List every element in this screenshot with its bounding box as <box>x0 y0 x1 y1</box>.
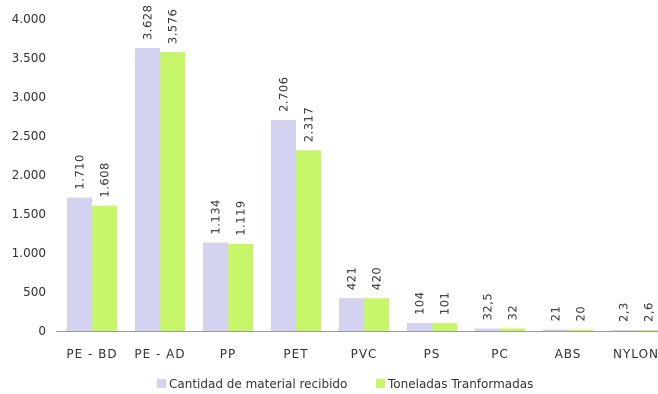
x-tick-label-8: NYLON <box>613 347 658 361</box>
legend-label-0: Cantidad de material recibido <box>169 377 347 391</box>
y-tick-label-0: 0 <box>38 324 46 338</box>
y-tick-label-8: 4.000 <box>12 12 46 26</box>
bar-s0-1 <box>135 48 160 332</box>
data-label-s1-7: 20 <box>574 306 588 322</box>
legend-swatch-1 <box>376 379 385 388</box>
data-label-s1-3: 2.317 <box>302 107 316 142</box>
bar-s0-5 <box>407 322 432 331</box>
data-label-s0-5: 104 <box>413 291 427 314</box>
bar-s1-2 <box>228 243 253 331</box>
y-tick-label-6: 3.000 <box>12 90 46 104</box>
data-label-s1-6: 32 <box>506 305 520 321</box>
data-label-s0-3: 2.706 <box>277 76 291 111</box>
x-tick-label-4: PVC <box>351 347 378 361</box>
data-label-s0-1: 3.628 <box>141 5 155 40</box>
y-tick-label-2: 1.000 <box>12 246 46 260</box>
data-label-s0-6: 32,5 <box>481 293 495 321</box>
bar-s1-8 <box>636 330 658 331</box>
data-label-s1-2: 1.119 <box>234 200 248 235</box>
y-axis: 0 500 1.000 1.500 2.000 2.500 3.000 3.500 4.000 <box>12 12 46 338</box>
x-tick-label-2: PP <box>220 347 236 361</box>
data-label-s1-1: 3.576 <box>166 9 180 44</box>
y-tick-label-4: 2.000 <box>12 168 46 182</box>
data-label-s0-8: 2,3 <box>617 302 631 322</box>
bar-s1-4 <box>364 298 389 331</box>
data-label-s0-0: 1.710 <box>73 154 87 189</box>
legend: Cantidad de material recibido Toneladas T… <box>157 377 533 391</box>
data-label-s1-8: 2,6 <box>642 302 656 322</box>
data-label-s0-2: 1.134 <box>209 199 223 234</box>
bar-s1-5 <box>432 323 457 331</box>
y-tick-label-7: 3.500 <box>12 51 46 65</box>
data-label-s0-7: 21 <box>549 306 563 322</box>
data-label-s1-0: 1.608 <box>98 162 112 197</box>
bar-s0-3 <box>271 119 296 331</box>
data-label-s0-4: 421 <box>345 267 359 290</box>
bar-s1-7 <box>568 329 593 331</box>
bars <box>67 48 658 332</box>
x-tick-label-3: PET <box>283 347 308 361</box>
bar-s0-7 <box>543 329 568 331</box>
legend-label-1: Toneladas Tranformadas <box>387 377 533 391</box>
bar-s1-0 <box>92 205 117 331</box>
x-tick-label-5: PS <box>424 347 441 361</box>
x-axis: PE - BD PE - AD PP PET PVC PS PC ABS NYLON <box>66 347 658 361</box>
legend-swatch-0 <box>157 379 166 388</box>
x-tick-label-7: ABS <box>555 347 582 361</box>
x-tick-label-1: PE - AD <box>134 347 185 361</box>
bar-s0-4 <box>339 298 364 331</box>
data-labels: 1.710 1.608 3.628 3.576 1.134 1.119 2.706 2.317… <box>73 5 656 322</box>
bar-s1-6 <box>500 328 525 331</box>
y-tick-label-3: 1.500 <box>12 207 46 221</box>
x-tick-label-6: PC <box>491 347 509 361</box>
data-label-s1-5: 101 <box>438 292 452 315</box>
y-tick-label-1: 500 <box>23 285 46 299</box>
x-tick-label-0: PE - BD <box>66 347 117 361</box>
bar-s1-1 <box>160 52 185 332</box>
y-tick-label-5: 2.500 <box>12 129 46 143</box>
bar-s0-6 <box>475 328 500 331</box>
bar-s0-2 <box>203 242 228 331</box>
data-label-s1-4: 420 <box>370 267 384 290</box>
bar-s1-3 <box>296 150 321 331</box>
bar-s0-8 <box>611 330 636 331</box>
bar-s0-0 <box>67 197 92 331</box>
